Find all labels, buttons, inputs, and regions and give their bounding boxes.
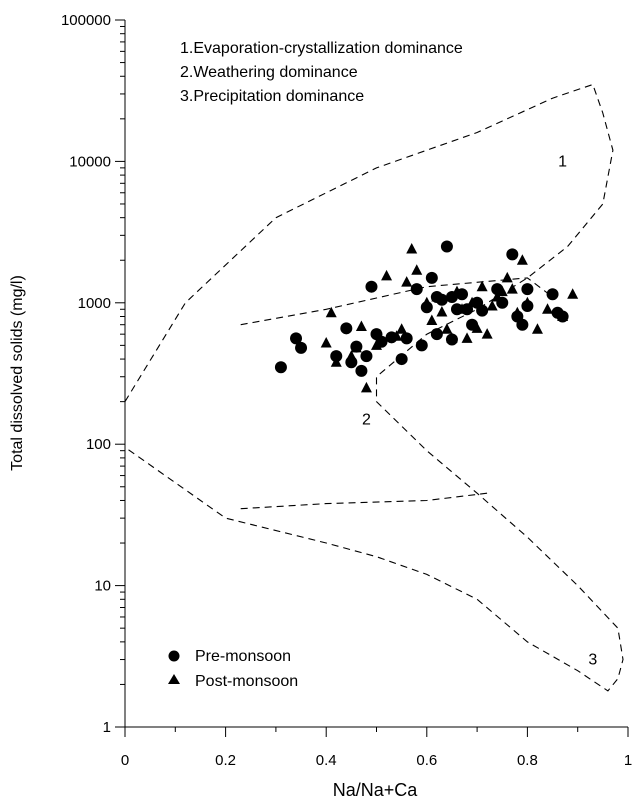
point-pre-monsoon <box>340 322 353 335</box>
annotation-1: 1.Evaporation-crystallization dominance <box>180 40 463 57</box>
legend-label-pre-monsoon: Pre-monsoon <box>195 648 291 665</box>
point-pre-monsoon <box>430 328 443 341</box>
point-post-monsoon <box>501 271 513 283</box>
point-pre-monsoon <box>365 280 378 293</box>
point-post-monsoon <box>516 254 528 265</box>
x-tick-label: 0.6 <box>416 752 437 769</box>
point-post-monsoon <box>396 323 408 334</box>
point-post-monsoon <box>461 332 473 343</box>
x-axis-label: Na/Na+Ca <box>333 780 419 800</box>
point-post-monsoon <box>391 330 403 341</box>
zone-label-1: 1 <box>558 153 567 170</box>
point-post-monsoon <box>521 296 533 308</box>
point-post-monsoon <box>330 356 342 367</box>
point-post-monsoon <box>511 306 523 318</box>
point-post-monsoon <box>411 264 423 275</box>
point-pre-monsoon <box>290 332 303 345</box>
boundary-inner-upper <box>240 277 553 326</box>
legend-triangle-marker <box>168 674 180 684</box>
zone-label-3: 3 <box>588 652 597 669</box>
point-pre-monsoon <box>546 288 559 301</box>
point-post-monsoon <box>350 341 362 353</box>
point-post-monsoon <box>381 269 393 281</box>
data-points <box>274 240 579 393</box>
point-post-monsoon <box>426 314 438 325</box>
point-pre-monsoon <box>295 341 308 354</box>
point-post-monsoon <box>476 280 488 292</box>
point-post-monsoon <box>446 332 458 343</box>
point-pre-monsoon <box>355 364 368 377</box>
point-post-monsoon <box>531 323 543 334</box>
boundary-inner-lower <box>240 492 488 510</box>
y-tick-label: 10000 <box>69 153 111 170</box>
x-tick-label: 0.2 <box>215 752 236 769</box>
x-tick-label: 1 <box>624 752 632 769</box>
point-post-monsoon <box>471 322 483 333</box>
point-post-monsoon <box>406 243 418 254</box>
point-pre-monsoon <box>476 304 489 317</box>
point-post-monsoon <box>371 339 382 350</box>
boundary-lines: 1 2 3 <box>124 83 624 692</box>
x-tick-label: 0.8 <box>517 752 538 769</box>
point-pre-monsoon <box>360 350 373 363</box>
point-pre-monsoon <box>506 248 519 261</box>
point-pre-monsoon <box>415 339 428 352</box>
axes: 1 10 100 1000 10000 100000 0 0.2 0.4 0.6 0.8 1 <box>61 12 632 769</box>
point-post-monsoon <box>506 283 518 294</box>
point-pre-monsoon <box>440 240 453 253</box>
y-tick-label: 1 <box>103 719 111 736</box>
legend-circle-marker <box>168 650 180 662</box>
annotation-2: 2.Weathering dominance <box>180 64 358 81</box>
point-post-monsoon <box>567 288 579 299</box>
x-tick-label: 0 <box>121 752 129 769</box>
point-post-monsoon <box>486 299 498 311</box>
legend: Pre-monsoon Post-monsoon <box>168 648 298 690</box>
point-post-monsoon <box>542 303 554 314</box>
x-tick-label: 0.4 <box>316 752 337 769</box>
point-pre-monsoon <box>516 318 529 331</box>
point-pre-monsoon <box>400 332 413 345</box>
y-tick-label: 10 <box>94 578 111 595</box>
point-post-monsoon <box>431 290 443 302</box>
point-post-monsoon <box>345 350 357 361</box>
y-tick-label: 1000 <box>78 295 111 312</box>
y-tick-label: 100 <box>86 436 111 453</box>
point-post-monsoon <box>325 306 337 318</box>
zone-label-2: 2 <box>362 411 371 428</box>
point-post-monsoon <box>496 285 508 297</box>
point-pre-monsoon <box>330 350 343 363</box>
y-axis-label: Total dissolved solids (mg/l) <box>9 275 26 471</box>
point-post-monsoon <box>456 303 468 314</box>
point-post-monsoon <box>451 285 463 297</box>
point-post-monsoon <box>441 323 453 334</box>
point-post-monsoon <box>436 306 448 317</box>
point-post-monsoon <box>360 381 372 393</box>
point-pre-monsoon <box>274 361 287 374</box>
point-post-monsoon <box>320 336 332 348</box>
point-post-monsoon <box>481 328 493 339</box>
annotation-block: 1.Evaporation-crystallization dominance … <box>180 40 463 105</box>
point-pre-monsoon <box>410 283 423 296</box>
point-post-monsoon <box>466 296 478 308</box>
point-post-monsoon <box>355 320 367 331</box>
point-pre-monsoon <box>395 353 408 366</box>
point-post-monsoon <box>401 276 413 287</box>
point-pre-monsoon <box>425 271 438 284</box>
legend-label-post-monsoon: Post-monsoon <box>195 673 298 690</box>
point-post-monsoon <box>421 296 433 308</box>
point-post-monsoon <box>491 290 503 302</box>
boundary-outer <box>124 83 624 692</box>
point-pre-monsoon <box>521 283 534 296</box>
annotation-3: 3.Precipitation dominance <box>180 88 364 105</box>
point-post-monsoon <box>557 310 569 322</box>
y-tick-label: 100000 <box>61 12 111 29</box>
